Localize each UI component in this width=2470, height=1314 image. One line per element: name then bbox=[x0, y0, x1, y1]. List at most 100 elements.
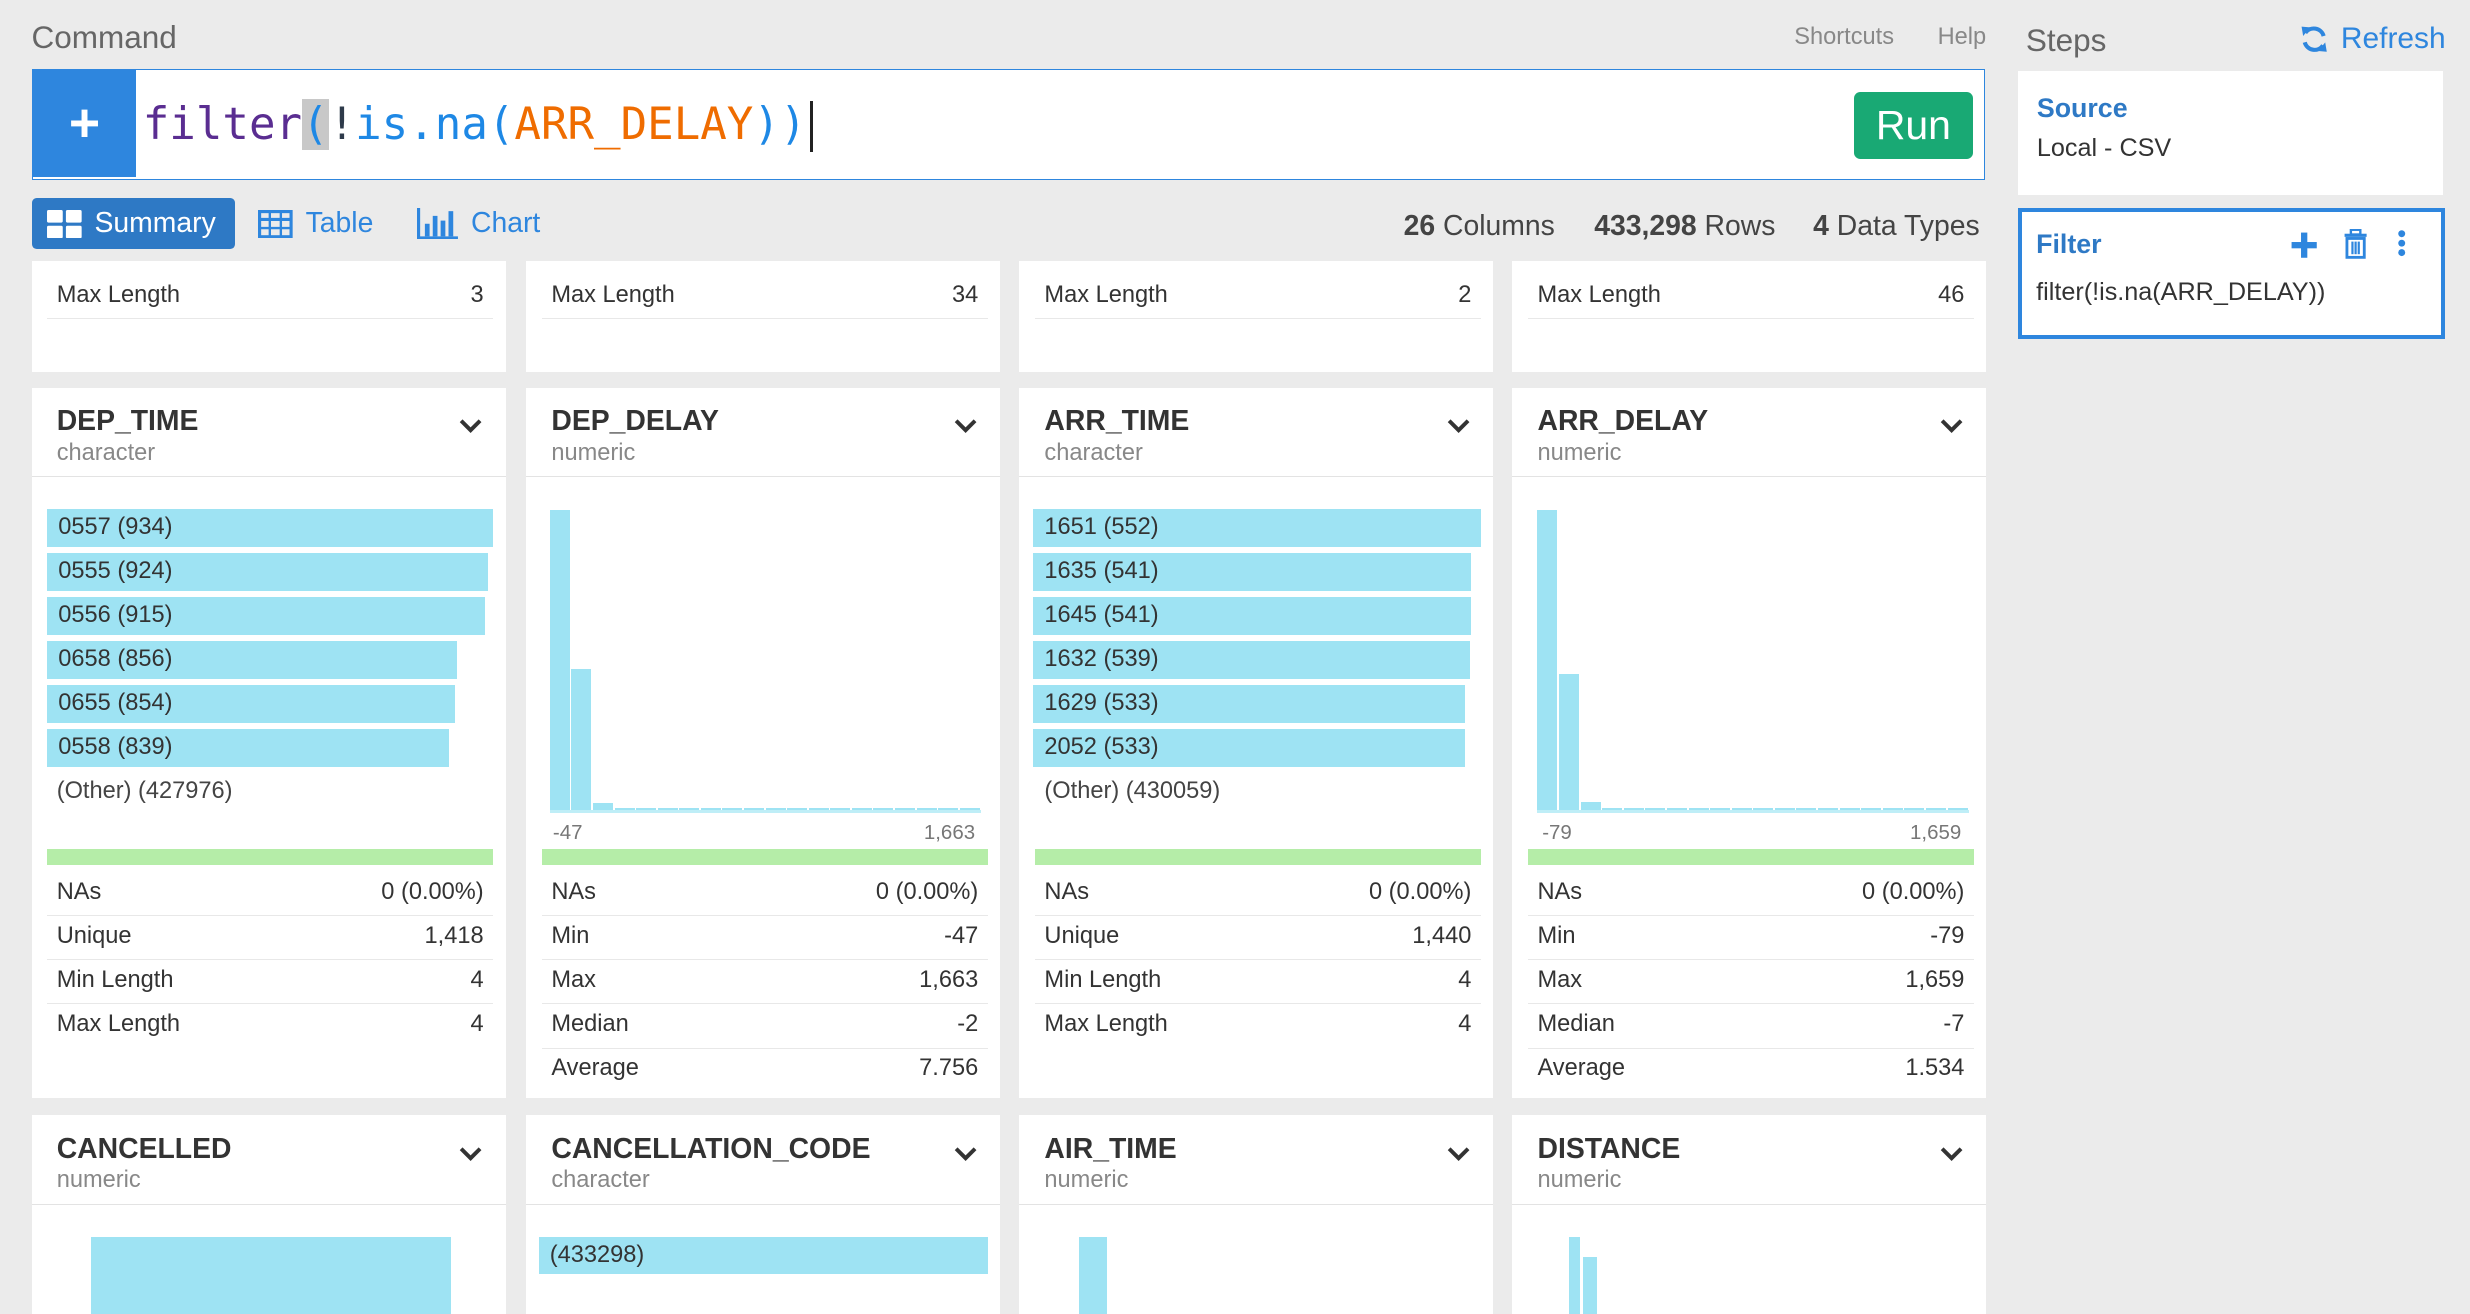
stat-row: Max Length 3 bbox=[47, 276, 494, 320]
histogram-bar bbox=[1710, 808, 1731, 810]
stat-value: -47 bbox=[944, 923, 979, 950]
chevron-down-icon[interactable] bbox=[458, 1144, 483, 1163]
histogram-bar bbox=[895, 808, 916, 810]
stat-row: Max Length 4 bbox=[47, 1005, 493, 1048]
top-value-bar[interactable]: 0655 (854) bbox=[47, 685, 456, 724]
stat-label: Max Length bbox=[1044, 281, 1168, 308]
stat-value: 4 bbox=[470, 1011, 484, 1038]
refresh-button[interactable]: Refresh bbox=[2300, 22, 2446, 56]
histogram-baseline bbox=[1537, 809, 1970, 813]
tab-summary[interactable]: Summary bbox=[31, 198, 235, 249]
chevron-down-icon[interactable] bbox=[1939, 416, 1964, 435]
histogram-bar bbox=[1602, 808, 1623, 810]
column-name: DISTANCE bbox=[1537, 1132, 1681, 1165]
column-card-arr-delay: ARR_DELAY numeric -79 1,659 NAs 0 (0.00%)… bbox=[1512, 387, 1987, 1098]
column-type: character bbox=[1044, 439, 1143, 466]
histogram-bar bbox=[1796, 808, 1817, 810]
stat-value: -7 bbox=[1943, 1011, 1965, 1038]
histogram-bar bbox=[1818, 808, 1839, 810]
stat-label: Average bbox=[551, 1055, 639, 1082]
column-name: CANCELLED bbox=[56, 1132, 232, 1165]
step-source[interactable]: Source Local - CSV bbox=[2017, 70, 2444, 196]
top-value-bar[interactable]: 1635 (541) bbox=[1033, 552, 1472, 591]
histogram-bar bbox=[1774, 808, 1795, 810]
na-indicator-bar bbox=[1034, 849, 1481, 865]
run-button[interactable]: Run bbox=[1853, 92, 1974, 159]
other-values: (Other) (427976) bbox=[56, 778, 233, 805]
text-cursor bbox=[809, 101, 813, 152]
stat-label: Median bbox=[551, 1011, 629, 1038]
stat-row: Max Length 2 bbox=[1034, 276, 1481, 320]
top-value-bar[interactable]: 0556 (915) bbox=[47, 597, 486, 635]
chevron-down-icon[interactable] bbox=[953, 416, 978, 435]
tab-chart[interactable]: Chart bbox=[417, 198, 540, 248]
histogram-baseline bbox=[549, 809, 982, 813]
stat-value: 0 (0.00%) bbox=[875, 879, 979, 905]
histogram-min-label: -79 bbox=[1542, 820, 1572, 844]
column-name: ARR_DELAY bbox=[1537, 404, 1709, 437]
chevron-down-icon[interactable] bbox=[1446, 1144, 1471, 1163]
stat-label: Max Length bbox=[551, 281, 675, 308]
stat-label: Max Length bbox=[1044, 1011, 1168, 1038]
top-value-bar[interactable]: 0557 (934) bbox=[47, 508, 494, 547]
plus-icon[interactable] bbox=[2290, 231, 2318, 259]
columns-count-label: Columns bbox=[1442, 209, 1555, 242]
card-header: DEP_DELAY numeric bbox=[526, 388, 1001, 477]
histogram-bar bbox=[700, 808, 721, 810]
rows-count-label: Rows bbox=[1704, 209, 1776, 242]
top-value-bar[interactable]: 1629 (533) bbox=[1033, 685, 1466, 724]
top-value-bar[interactable]: 1645 (541) bbox=[1033, 597, 1472, 635]
stat-value: 4 bbox=[1458, 1011, 1472, 1038]
stat-row: NAs 0 (0.00%) bbox=[541, 873, 988, 917]
data-types-count-value: 4 bbox=[1813, 209, 1829, 242]
plus-icon: + bbox=[68, 94, 101, 154]
summary-card-partial-1: Max Length 3 bbox=[31, 261, 506, 372]
column-name: DEP_TIME bbox=[56, 404, 199, 437]
code-isna: is.na( bbox=[355, 98, 515, 150]
trash-icon[interactable] bbox=[2343, 229, 2368, 260]
stat-value: 34 bbox=[952, 281, 979, 308]
top-value-bar[interactable]: 1632 (539) bbox=[1033, 641, 1470, 679]
top-value-bar[interactable]: 1651 (552) bbox=[1033, 508, 1481, 547]
tab-table-label: Table bbox=[305, 207, 374, 240]
help-link[interactable]: Help bbox=[1937, 23, 1987, 50]
more-vertical-icon[interactable] bbox=[2397, 229, 2406, 257]
histogram-bar bbox=[1839, 808, 1860, 810]
stat-row: Min -47 bbox=[541, 917, 988, 961]
top-value-bar[interactable]: 0558 (839) bbox=[47, 729, 449, 768]
chevron-down-icon[interactable] bbox=[458, 416, 483, 435]
histogram-bar bbox=[765, 808, 786, 810]
na-indicator-bar bbox=[541, 849, 988, 865]
histogram-bar bbox=[808, 808, 829, 810]
stat-label: NAs bbox=[1537, 879, 1583, 905]
summary-card-partial-3: Max Length 2 bbox=[1019, 261, 1494, 372]
stat-label: NAs bbox=[1044, 879, 1090, 905]
column-name: AIR_TIME bbox=[1044, 1132, 1177, 1165]
histogram-min-label: -47 bbox=[552, 820, 583, 844]
stat-label: Max bbox=[551, 967, 596, 994]
top-value-bar[interactable]: (433298) bbox=[538, 1236, 988, 1275]
top-value-bar[interactable]: 0658 (856) bbox=[47, 641, 457, 679]
card-header: ARR_DELAY numeric bbox=[1512, 388, 1987, 477]
chevron-down-icon[interactable] bbox=[953, 1144, 978, 1163]
chevron-down-icon[interactable] bbox=[1446, 416, 1471, 435]
shortcuts-link[interactable]: Shortcuts bbox=[1794, 23, 1894, 50]
bar-chart-icon bbox=[417, 207, 459, 240]
tab-table[interactable]: Table bbox=[258, 198, 373, 248]
stat-value: 46 bbox=[1938, 281, 1965, 308]
add-command-button[interactable]: + bbox=[32, 70, 137, 178]
top-value-bar[interactable]: 2052 (533) bbox=[1033, 729, 1466, 768]
column-name: ARR_TIME bbox=[1044, 404, 1190, 437]
tab-chart-label: Chart bbox=[471, 207, 541, 240]
chevron-down-icon[interactable] bbox=[1939, 1144, 1964, 1163]
column-type: numeric bbox=[1044, 1167, 1129, 1194]
top-value-bar[interactable]: 0555 (924) bbox=[47, 552, 489, 591]
card-header: ARR_TIME character bbox=[1019, 388, 1494, 477]
step-filter[interactable]: Filter filter(!is.na(ARR_DELAY)) bbox=[2017, 207, 2445, 339]
code-not-operator: ! bbox=[328, 98, 356, 150]
command-input[interactable]: filter(!is.na(ARR_DELAY)) bbox=[142, 98, 813, 152]
stat-row: Unique 1,440 bbox=[1034, 917, 1481, 961]
histogram-bar bbox=[91, 1236, 451, 1314]
histogram-bar bbox=[1688, 808, 1709, 810]
code-function: filter bbox=[142, 98, 303, 150]
